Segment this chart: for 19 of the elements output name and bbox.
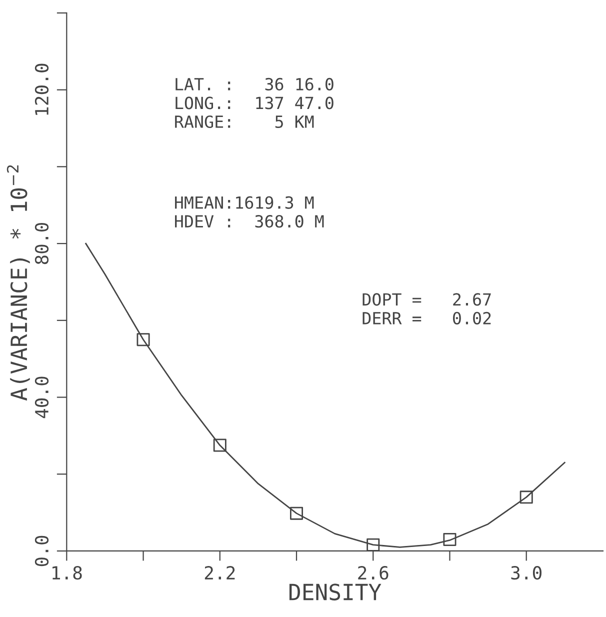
y-tick-label: 80.0: [34, 222, 49, 264]
x-tick-label: 2.6: [358, 566, 388, 580]
y-axis-title: A(VARIANCE) * 10$^{−2}$: [6, 165, 30, 401]
point: [520, 490, 533, 504]
y-tick-label: 0.0: [34, 536, 49, 566]
annotation: DOPT = 2.67 DERR = 0.02: [362, 293, 491, 324]
point: [443, 532, 456, 546]
x-tick-label: 2.2: [204, 566, 235, 580]
annotation: LAT. : 36 16.0 LONG.: 137 47.0 RANGE: 5 KM: [175, 78, 334, 128]
x-axis-title: DENSITY: [289, 584, 382, 600]
point: [290, 506, 304, 520]
y-tick-label: 120.0: [34, 64, 49, 115]
y-tick-label: 40.0: [34, 376, 49, 418]
point: [213, 438, 226, 452]
point: [366, 538, 380, 551]
x-tick-label: 1.8: [52, 566, 82, 580]
point: [136, 333, 150, 346]
x-tick-label: 3.0: [511, 566, 542, 580]
annotation: HMEAN:1619.3 M HDEV : 368.0 M: [175, 196, 324, 228]
